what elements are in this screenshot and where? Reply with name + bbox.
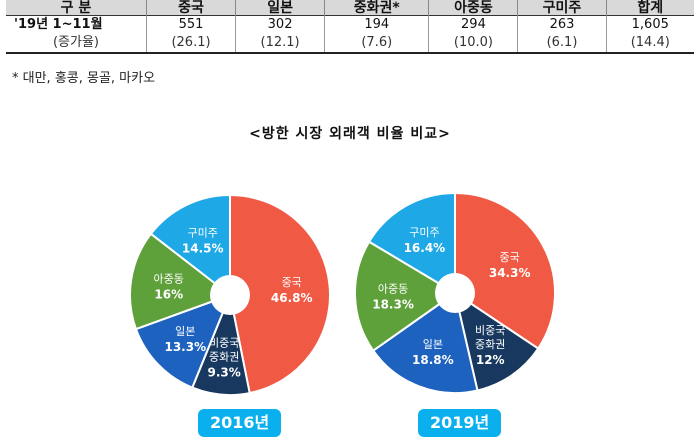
slice-label: 중국 46.8% xyxy=(271,276,313,305)
table-cell: 551 xyxy=(145,15,236,34)
slice-label: 중국 34.3% xyxy=(489,251,531,280)
slice-percent: 46.8% xyxy=(271,291,313,305)
table-cell: 263 xyxy=(517,15,607,34)
slice-percent: 16% xyxy=(154,287,183,301)
table-cell: (10.0) xyxy=(428,34,518,53)
table-cell: (7.6) xyxy=(324,34,429,53)
header-cell: 구미주 xyxy=(517,0,607,16)
slice-percent: 34.3% xyxy=(489,266,531,280)
slice-name: 구미주 xyxy=(409,226,439,239)
pie-slice xyxy=(367,191,456,295)
pie-slice xyxy=(134,293,232,389)
slice-name: 아중동 xyxy=(154,272,184,285)
slice-label: 아중동 16% xyxy=(154,272,184,301)
slice-name: 일본 xyxy=(175,324,195,338)
slice-label: 일본 13.3% xyxy=(164,324,206,354)
slice-label: 비중국 중화권 12% xyxy=(475,324,505,367)
table-cell: (12.1) xyxy=(235,34,325,53)
header-cell: 구 분 xyxy=(6,0,147,16)
slice-percent: 9.3% xyxy=(208,366,241,380)
slice-percent: 16.4% xyxy=(404,241,446,255)
table-cell: (6.1) xyxy=(517,34,607,53)
slice-label: 구미주 14.5% xyxy=(182,226,224,255)
slice-name: 구미주 xyxy=(188,226,218,239)
slice-percent: 12% xyxy=(476,353,505,367)
slice-percent: 18.8% xyxy=(412,353,454,367)
year-badge-2019: 2019년 xyxy=(418,409,502,437)
pie-slice xyxy=(229,193,331,395)
header-cell: 아중동 xyxy=(428,0,518,16)
slice-name: 아중동 xyxy=(378,282,408,295)
slice-label: 일본 18.8% xyxy=(412,337,454,367)
header-cell: 일본 xyxy=(235,0,325,16)
slice-label: 비중국 중화권 9.3% xyxy=(208,337,241,380)
table-cell: (26.1) xyxy=(145,34,236,53)
pie-slice xyxy=(453,290,540,392)
table-cell: 302 xyxy=(235,15,325,34)
header-cell: 중국 xyxy=(145,0,236,16)
pie-slice xyxy=(129,232,233,331)
table-cell: 1,605 xyxy=(605,15,694,34)
table-row: '19년 1~11월 551 302 194 294 263 1,605 xyxy=(6,15,694,34)
slice-name: 중화권 xyxy=(209,351,239,364)
slice-name: 중화권 xyxy=(475,338,505,351)
table-row: (증가율) (26.1) (12.1) (7.6) (10.0) (6.1) (… xyxy=(6,34,694,53)
stats-table: 구 분 중국 일본 중화권* 아중동 구미주 합계 '19년 1~11월 551… xyxy=(6,0,694,54)
slice-percent: 13.3% xyxy=(164,340,206,354)
header-cell: 중화권* xyxy=(324,0,429,16)
table-cell: 294 xyxy=(428,15,518,34)
slice-name: 비중국 xyxy=(209,337,239,350)
year-badge-2016: 2016년 xyxy=(198,409,282,437)
pie-slice xyxy=(371,291,479,394)
slice-name: 중국 xyxy=(500,251,520,264)
table-cell: (14.4) xyxy=(605,34,694,53)
row-label: '19년 1~11월 xyxy=(6,15,147,34)
header-cell: 합계 xyxy=(605,0,694,16)
slice-name: 중국 xyxy=(282,276,302,289)
slice-label: 구미주 16.4% xyxy=(404,226,446,255)
pie-slice xyxy=(149,193,231,298)
table-cell: 194 xyxy=(324,15,429,34)
chart-title: <방한 시장 외래객 비율 비교> xyxy=(249,126,451,142)
slice-name: 일본 xyxy=(423,337,443,351)
table-footnote: * 대만, 홍콩, 몽골, 마카오 xyxy=(12,71,156,86)
slice-percent: 18.3% xyxy=(372,297,414,311)
row-label: (증가율) xyxy=(52,35,100,50)
slice-name: 비중국 xyxy=(475,324,505,337)
slice-label: 아중동 18.3% xyxy=(372,282,414,311)
donut-hole xyxy=(210,275,250,315)
slice-percent: 14.5% xyxy=(182,241,224,255)
table-header-row: 구 분 중국 일본 중화권* 아중동 구미주 합계 xyxy=(6,0,694,16)
donut-hole xyxy=(435,273,475,313)
pie-slice xyxy=(354,240,457,352)
